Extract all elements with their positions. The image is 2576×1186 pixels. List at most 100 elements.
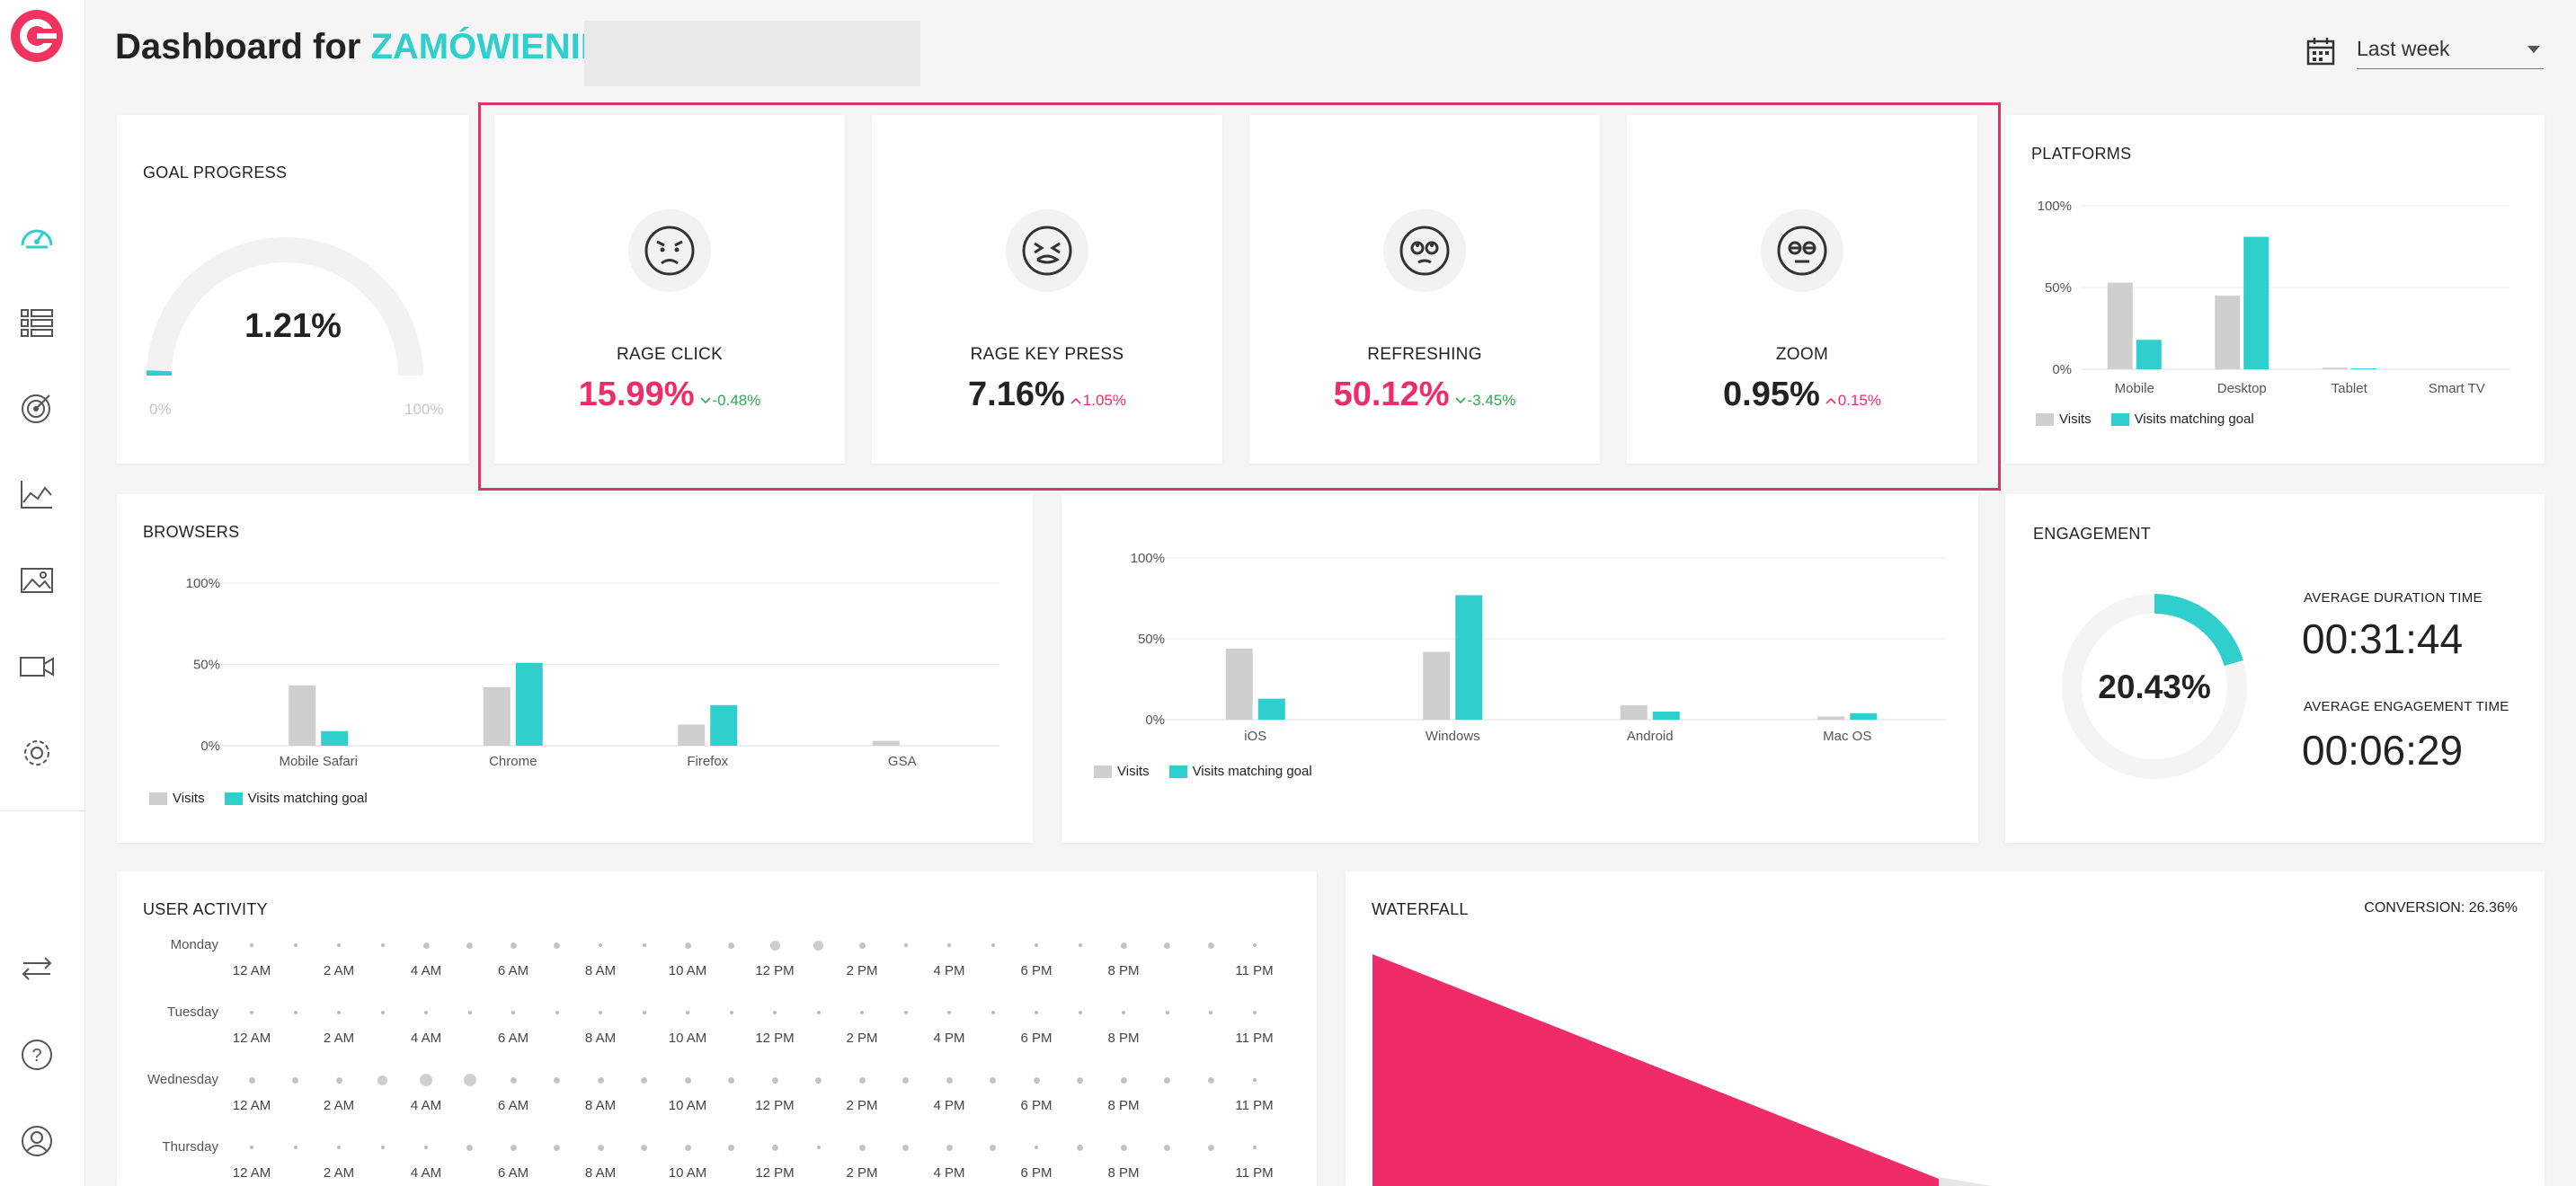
help-icon[interactable]: ? — [15, 1033, 58, 1076]
date-range-select[interactable]: Last week — [2357, 33, 2544, 69]
activity-dot[interactable] — [463, 1074, 476, 1086]
activity-dot[interactable] — [1252, 943, 1257, 947]
switch-arrows-icon[interactable] — [15, 947, 58, 990]
activity-dot[interactable] — [684, 1076, 691, 1084]
activity-dot[interactable] — [510, 942, 517, 949]
activity-dot[interactable] — [1120, 1144, 1127, 1151]
activity-dot[interactable] — [511, 1011, 515, 1014]
activity-dot[interactable] — [1207, 942, 1214, 949]
target-icon[interactable] — [15, 386, 58, 429]
bar-visits-matching-goal[interactable] — [2136, 340, 2162, 369]
bar-visits[interactable] — [1225, 648, 1253, 720]
activity-dot[interactable] — [641, 1144, 647, 1151]
activity-dot[interactable] — [642, 943, 646, 947]
activity-dot[interactable] — [860, 1011, 864, 1014]
activity-dot[interactable] — [292, 1076, 298, 1084]
activity-dot[interactable] — [858, 1144, 866, 1151]
bar-visits-matching-goal[interactable] — [710, 704, 738, 746]
activity-dot[interactable] — [510, 1076, 517, 1084]
activity-dot[interactable] — [947, 1011, 951, 1014]
activity-dot[interactable] — [599, 943, 602, 947]
activity-dot[interactable] — [813, 940, 823, 951]
bar-visits[interactable] — [2107, 282, 2133, 369]
activity-dot[interactable] — [771, 1144, 778, 1151]
activity-dot[interactable] — [990, 1076, 996, 1084]
activity-dot[interactable] — [1035, 943, 1038, 947]
list-icon[interactable] — [15, 302, 58, 345]
activity-dot[interactable] — [510, 1144, 517, 1151]
activity-dot[interactable] — [293, 1011, 298, 1014]
activity-dot[interactable] — [903, 1011, 908, 1014]
bar-visits[interactable] — [289, 686, 316, 746]
activity-dot[interactable] — [1077, 1144, 1083, 1151]
activity-dot[interactable] — [597, 1144, 604, 1151]
activity-dot[interactable] — [422, 942, 430, 949]
activity-dot[interactable] — [773, 1011, 777, 1014]
activity-dot[interactable] — [554, 1076, 560, 1084]
video-camera-icon[interactable] — [15, 645, 58, 688]
activity-dot[interactable] — [947, 943, 951, 947]
activity-dot[interactable] — [902, 1076, 909, 1084]
activity-dot[interactable] — [728, 1076, 734, 1084]
activity-dot[interactable] — [641, 1076, 647, 1084]
activity-dot[interactable] — [1209, 1011, 1212, 1014]
activity-dot[interactable] — [1164, 942, 1170, 949]
activity-dot[interactable] — [380, 943, 385, 947]
activity-dot[interactable] — [1033, 1076, 1040, 1084]
activity-dot[interactable] — [555, 1011, 559, 1014]
activity-dot[interactable] — [1252, 1011, 1257, 1014]
bar-visits[interactable] — [483, 686, 511, 746]
bar-visits[interactable] — [2215, 296, 2241, 369]
activity-dot[interactable] — [250, 943, 253, 947]
activity-dot[interactable] — [1207, 1144, 1214, 1151]
activity-dot[interactable] — [903, 943, 908, 947]
bar-visits[interactable] — [1817, 716, 1845, 720]
bar-visits-matching-goal[interactable] — [2350, 368, 2376, 369]
activity-dot[interactable] — [293, 943, 298, 947]
activity-dot[interactable] — [990, 1144, 996, 1151]
bar-visits[interactable] — [678, 724, 706, 746]
activity-dot[interactable] — [728, 942, 734, 949]
bar-visits-matching-goal[interactable] — [2243, 236, 2270, 369]
activity-dot[interactable] — [815, 1076, 822, 1084]
activity-dot[interactable] — [597, 1076, 604, 1084]
gear-icon[interactable] — [15, 731, 58, 774]
activity-dot[interactable] — [378, 1075, 387, 1085]
activity-dot[interactable] — [990, 943, 995, 947]
activity-dot[interactable] — [337, 943, 341, 947]
activity-dot[interactable] — [248, 1076, 255, 1084]
activity-dot[interactable] — [1035, 1011, 1038, 1014]
activity-dot[interactable] — [686, 1011, 689, 1014]
activity-dot[interactable] — [769, 940, 780, 951]
activity-dot[interactable] — [1035, 1146, 1038, 1149]
activity-dot[interactable] — [424, 1146, 428, 1149]
activity-dot[interactable] — [642, 1011, 646, 1014]
activity-dot[interactable] — [858, 942, 866, 949]
bar-visits[interactable] — [1423, 651, 1451, 720]
bar-visits[interactable] — [2322, 367, 2348, 369]
user-icon[interactable] — [15, 1120, 58, 1163]
bar-visits-matching-goal[interactable] — [515, 662, 543, 746]
activity-dot[interactable] — [466, 942, 473, 949]
activity-dot[interactable] — [771, 1076, 778, 1084]
activity-dot[interactable] — [424, 1011, 428, 1014]
activity-dot[interactable] — [380, 1011, 385, 1014]
activity-dot[interactable] — [337, 1011, 341, 1014]
activity-dot[interactable] — [816, 1011, 821, 1014]
activity-dot[interactable] — [1120, 1076, 1127, 1084]
bar-visits[interactable] — [1620, 704, 1648, 720]
bar-visits-matching-goal[interactable] — [1455, 595, 1483, 720]
area-chart-icon[interactable] — [15, 473, 58, 516]
bar-visits[interactable] — [872, 740, 900, 746]
activity-dot[interactable] — [1122, 1011, 1125, 1014]
activity-dot[interactable] — [1165, 1011, 1169, 1014]
activity-dot[interactable] — [380, 1146, 385, 1149]
calendar-icon[interactable] — [2305, 36, 2336, 66]
activity-dot[interactable] — [250, 1146, 253, 1149]
activity-dot[interactable] — [554, 942, 560, 949]
activity-dot[interactable] — [466, 1144, 473, 1151]
bar-visits-matching-goal[interactable] — [321, 730, 349, 746]
activity-dot[interactable] — [902, 1144, 909, 1151]
bar-visits-matching-goal[interactable] — [1652, 712, 1680, 720]
activity-dot[interactable] — [467, 1011, 472, 1014]
